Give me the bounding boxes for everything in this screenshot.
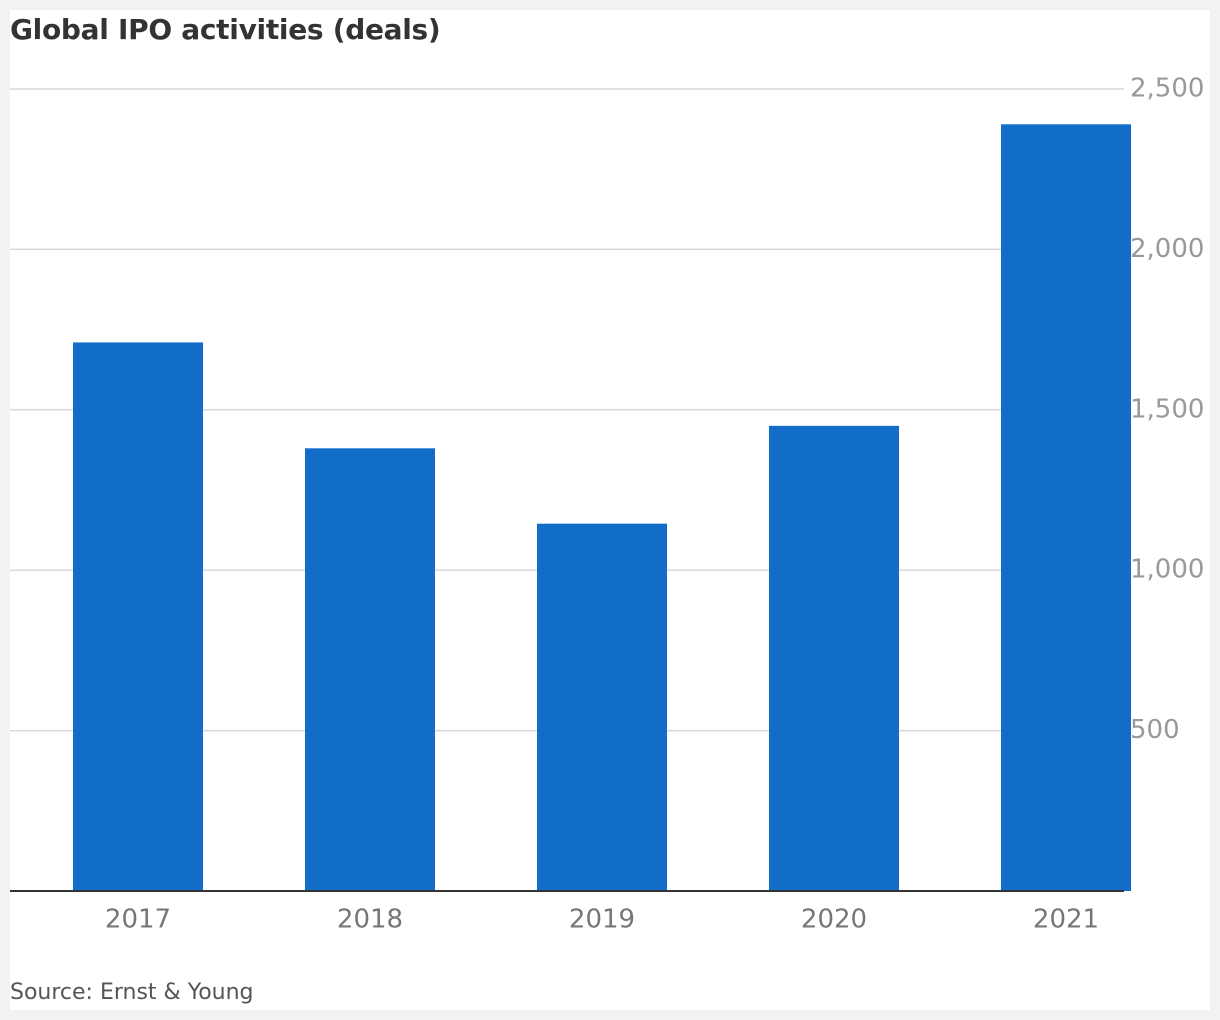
- bar-2020: [769, 425, 899, 891]
- y-tick-label: 2,500: [1130, 74, 1204, 104]
- x-tick-label: 2020: [801, 905, 867, 935]
- x-tick-label: 2017: [105, 905, 171, 935]
- x-tick-label: 2018: [337, 905, 403, 935]
- y-tick-label: 1,500: [1130, 394, 1204, 424]
- y-tick-label: 500: [1130, 715, 1180, 745]
- x-tick-label: 2019: [569, 905, 635, 935]
- y-tick-label: 1,000: [1130, 555, 1204, 585]
- chart-title: Global IPO activities (deals): [10, 13, 441, 46]
- bars: [73, 124, 1131, 891]
- x-tick-label: 2021: [1033, 905, 1099, 935]
- bar-2021: [1001, 124, 1131, 891]
- axes: 500 1,000 1,500 2,000 2,500 2017 2018 2019 2020 2…: [10, 74, 1204, 935]
- bar-2018: [305, 448, 435, 891]
- y-tick-label: 2,000: [1130, 234, 1204, 264]
- bar-2017: [73, 342, 203, 891]
- bar-2019: [537, 523, 667, 891]
- source-note: Source: Ernst & Young: [10, 980, 254, 1005]
